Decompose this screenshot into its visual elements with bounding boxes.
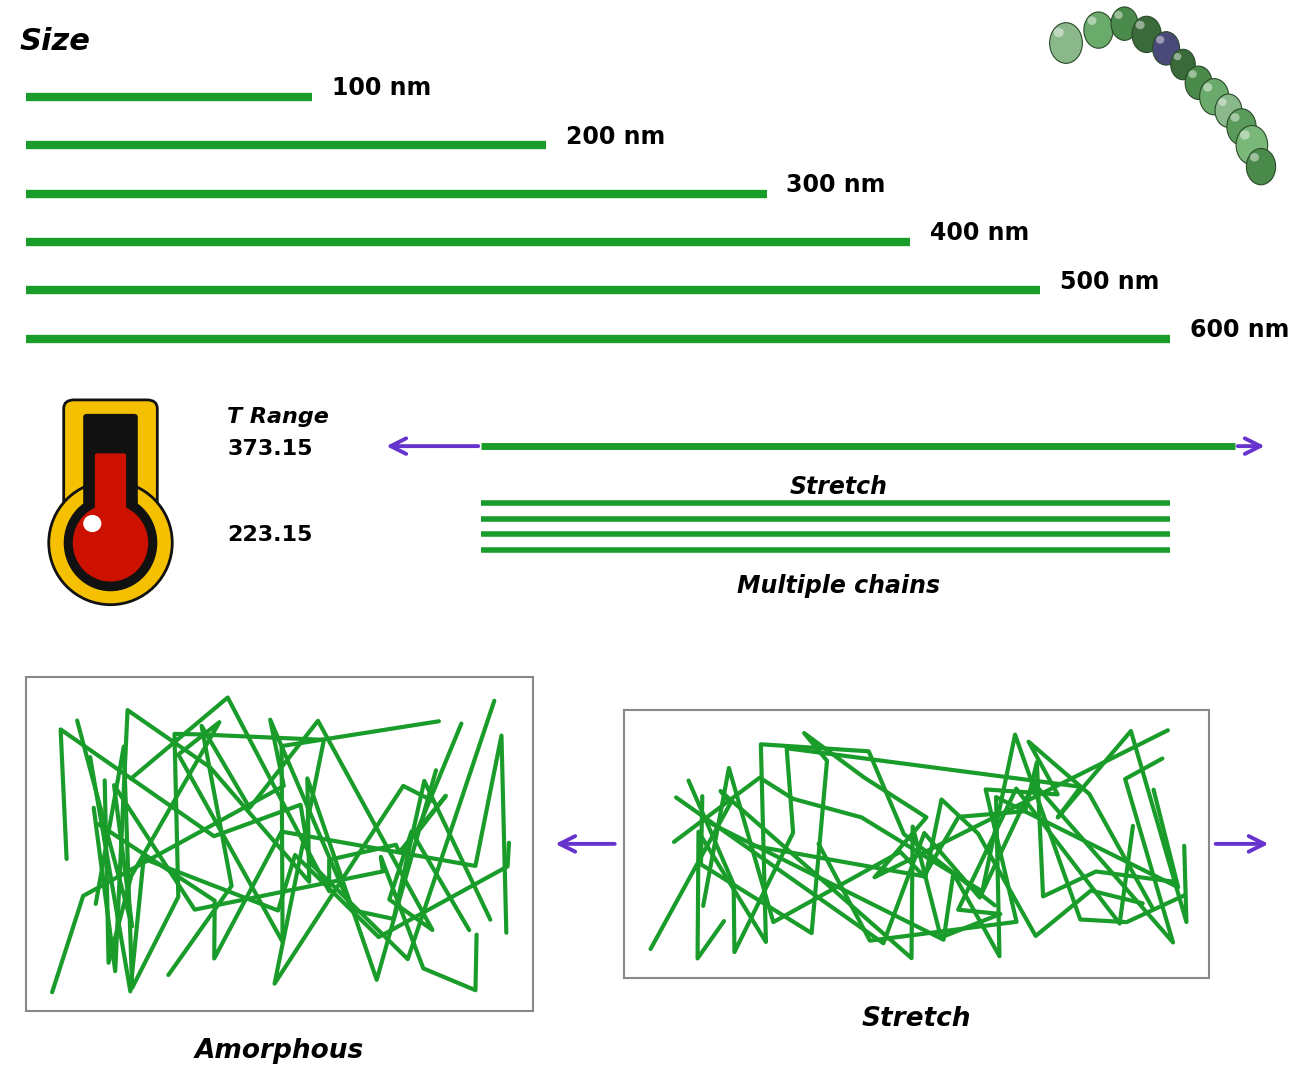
Ellipse shape bbox=[1084, 12, 1113, 48]
Text: 100 nm: 100 nm bbox=[332, 76, 430, 100]
Ellipse shape bbox=[1247, 148, 1275, 185]
Ellipse shape bbox=[1236, 126, 1268, 164]
Ellipse shape bbox=[1153, 31, 1179, 66]
Text: 500 nm: 500 nm bbox=[1060, 270, 1158, 293]
Text: 600 nm: 600 nm bbox=[1190, 318, 1288, 342]
Ellipse shape bbox=[73, 504, 148, 582]
Text: Stretch: Stretch bbox=[789, 475, 888, 499]
Ellipse shape bbox=[1227, 109, 1256, 145]
Bar bbox=[624, 710, 1209, 978]
Bar bbox=[26, 677, 533, 1010]
Ellipse shape bbox=[49, 482, 172, 604]
Ellipse shape bbox=[1049, 23, 1083, 63]
Ellipse shape bbox=[1053, 28, 1063, 38]
Ellipse shape bbox=[83, 515, 101, 532]
Text: Stretch: Stretch bbox=[862, 1006, 971, 1032]
Ellipse shape bbox=[1216, 94, 1241, 128]
FancyBboxPatch shape bbox=[83, 414, 138, 530]
Ellipse shape bbox=[1251, 153, 1258, 161]
Ellipse shape bbox=[1132, 16, 1161, 53]
Ellipse shape bbox=[1200, 78, 1228, 115]
Text: T Range: T Range bbox=[227, 407, 329, 427]
Ellipse shape bbox=[1156, 35, 1165, 44]
Text: 300 nm: 300 nm bbox=[786, 173, 885, 197]
Ellipse shape bbox=[1171, 49, 1195, 80]
Text: 223.15: 223.15 bbox=[227, 526, 313, 545]
Ellipse shape bbox=[1087, 16, 1096, 25]
Ellipse shape bbox=[1112, 6, 1138, 41]
Text: 373.15: 373.15 bbox=[227, 440, 313, 459]
Text: Size: Size bbox=[20, 27, 91, 56]
Ellipse shape bbox=[1186, 66, 1212, 100]
Text: 400 nm: 400 nm bbox=[930, 221, 1028, 245]
Ellipse shape bbox=[1240, 130, 1249, 140]
Ellipse shape bbox=[1174, 53, 1182, 60]
Ellipse shape bbox=[1188, 70, 1197, 78]
Ellipse shape bbox=[1218, 98, 1227, 106]
FancyBboxPatch shape bbox=[64, 400, 157, 541]
Ellipse shape bbox=[1114, 11, 1123, 19]
Text: 200 nm: 200 nm bbox=[566, 125, 664, 148]
FancyBboxPatch shape bbox=[95, 454, 126, 529]
Ellipse shape bbox=[64, 494, 157, 591]
Text: Amorphous: Amorphous bbox=[195, 1038, 364, 1064]
Text: Multiple chains: Multiple chains bbox=[737, 574, 940, 598]
Ellipse shape bbox=[1204, 83, 1212, 91]
Ellipse shape bbox=[1230, 113, 1240, 121]
Ellipse shape bbox=[1136, 20, 1144, 29]
